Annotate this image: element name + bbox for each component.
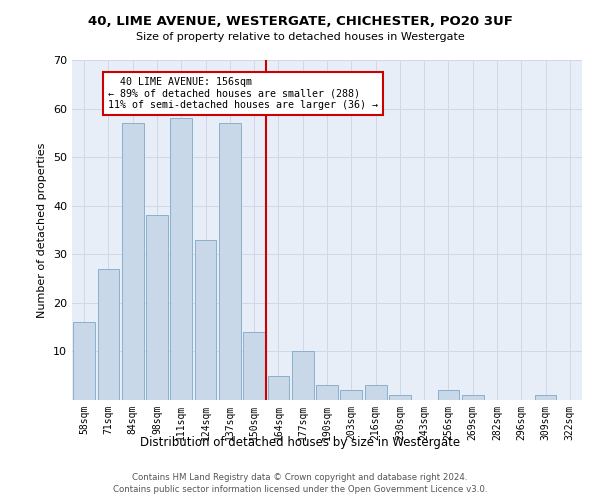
Bar — [437, 390, 460, 400]
Text: Contains public sector information licensed under the Open Government Licence v3: Contains public sector information licen… — [113, 486, 487, 494]
Bar — [389, 395, 411, 400]
Bar — [243, 332, 265, 400]
Bar — [170, 118, 192, 400]
Bar — [97, 269, 119, 400]
Text: Contains HM Land Registry data © Crown copyright and database right 2024.: Contains HM Land Registry data © Crown c… — [132, 473, 468, 482]
Bar — [292, 352, 314, 400]
Text: 40 LIME AVENUE: 156sqm
← 89% of detached houses are smaller (288)
11% of semi-de: 40 LIME AVENUE: 156sqm ← 89% of detached… — [109, 77, 379, 110]
Bar — [365, 386, 386, 400]
Bar — [146, 216, 168, 400]
Text: Size of property relative to detached houses in Westergate: Size of property relative to detached ho… — [136, 32, 464, 42]
Bar — [122, 123, 143, 400]
Bar — [219, 123, 241, 400]
Bar — [268, 376, 289, 400]
Bar — [340, 390, 362, 400]
Bar — [462, 395, 484, 400]
Y-axis label: Number of detached properties: Number of detached properties — [37, 142, 47, 318]
Text: Distribution of detached houses by size in Westergate: Distribution of detached houses by size … — [140, 436, 460, 449]
Bar — [73, 322, 95, 400]
Bar — [535, 395, 556, 400]
Bar — [194, 240, 217, 400]
Bar — [316, 386, 338, 400]
Text: 40, LIME AVENUE, WESTERGATE, CHICHESTER, PO20 3UF: 40, LIME AVENUE, WESTERGATE, CHICHESTER,… — [88, 15, 512, 28]
